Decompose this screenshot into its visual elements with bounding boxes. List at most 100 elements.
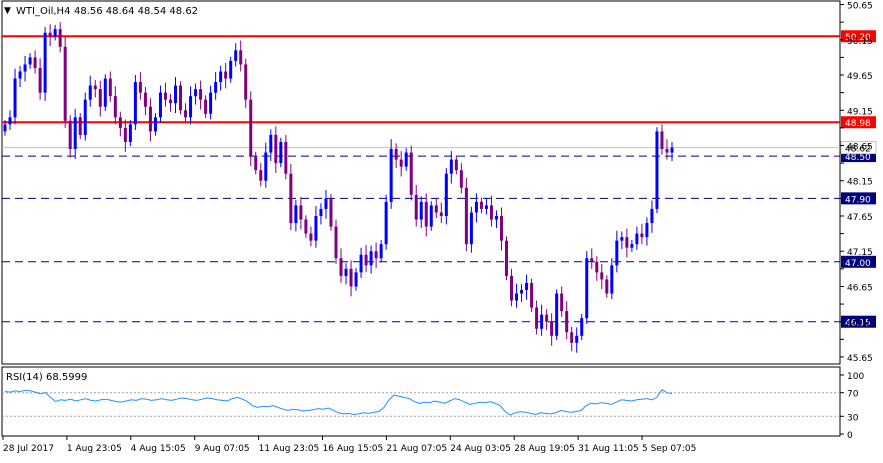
rsi-line	[4, 389, 673, 416]
rsi-panel-frame	[1, 366, 841, 437]
bearish-candle	[489, 205, 493, 220]
bullish-candle	[319, 208, 323, 216]
bullish-candle	[585, 258, 589, 319]
time-axis-label: 31 Aug 11:05	[578, 444, 639, 454]
dropdown-triangle-icon[interactable]: ▼	[4, 6, 11, 16]
rsi-axis-label: 100	[847, 372, 864, 382]
bullish-candle	[354, 272, 358, 287]
bearish-candle	[504, 240, 509, 276]
bearish-candle	[535, 307, 539, 329]
bearish-candle	[545, 314, 549, 322]
bullish-candle	[314, 215, 318, 241]
time-axis-label: 28 Jul 2017	[3, 444, 54, 454]
bearish-candle	[163, 92, 167, 100]
price-axis-label: 46.65	[847, 283, 873, 293]
bullish-candle	[525, 282, 529, 290]
ohlc-readout: 48.56 48.64 48.54 48.62	[74, 6, 198, 17]
rsi-axis-label: 70	[847, 390, 859, 400]
bearish-candle	[434, 205, 438, 213]
bearish-candle	[329, 198, 333, 227]
bearish-candle	[595, 261, 599, 273]
bearish-candle	[179, 85, 183, 111]
rsi-layer: 100 70 30 0	[2, 372, 864, 441]
bearish-candle	[600, 272, 604, 280]
bearish-candle	[349, 268, 353, 287]
time-axis-label: 24 Aug 03:05	[450, 444, 511, 454]
level-price-tag	[841, 116, 876, 129]
bullish-candle	[153, 117, 157, 132]
level-price-tag-label: 47.00	[845, 259, 871, 269]
bullish-candle	[379, 244, 383, 259]
price-axis-label: 47.65	[847, 213, 873, 223]
rsi-axis-label: 30	[847, 413, 859, 423]
bullish-candle	[279, 141, 283, 164]
bearish-candle	[399, 159, 403, 167]
bullish-candle	[13, 78, 17, 118]
bearish-candle	[244, 64, 248, 100]
bearish-candle	[364, 254, 368, 266]
bearish-candle	[550, 321, 554, 336]
time-axis-label: 4 Aug 15:05	[131, 444, 186, 454]
level-price-tag-label: 46.15	[845, 319, 871, 329]
bullish-candle	[234, 50, 238, 61]
level-price-tag-label: 48.98	[845, 119, 871, 129]
time-axis-label: 16 Aug 15:05	[323, 444, 384, 454]
bullish-candle	[189, 96, 193, 118]
bullish-candle	[670, 147, 674, 153]
bearish-candle	[439, 212, 443, 216]
bullish-candle	[219, 71, 223, 83]
rsi-title: RSI(14) 68.5999	[6, 372, 87, 383]
bullish-candle	[133, 82, 137, 125]
bearish-candle	[570, 332, 574, 343]
bullish-candle	[214, 82, 218, 93]
bullish-candle	[469, 212, 473, 245]
bearish-candle	[168, 99, 173, 104]
bearish-candle	[199, 89, 203, 100]
bullish-candle	[103, 78, 107, 107]
level-price-tag	[841, 192, 876, 205]
bullish-candle	[264, 152, 268, 181]
bearish-candle	[33, 57, 37, 68]
bearish-candle	[660, 131, 664, 150]
bearish-candle	[510, 275, 514, 301]
price-axis-label: 47.15	[847, 248, 873, 258]
price-axis-label: 49.65	[847, 72, 873, 82]
bullish-candle	[194, 89, 198, 97]
bearish-candle	[143, 92, 147, 107]
bearish-candle	[560, 293, 564, 312]
bullish-candle	[494, 215, 498, 220]
bearish-candle	[239, 50, 243, 65]
bullish-candle	[575, 335, 579, 343]
time-axis-label: 28 Aug 19:05	[514, 444, 575, 454]
level-price-tag-label: 50.20	[845, 33, 871, 43]
bullish-candle	[630, 244, 634, 248]
bearish-candle	[479, 201, 483, 209]
price-axis-label: 45.65	[847, 354, 873, 364]
bullish-candle	[449, 159, 453, 174]
bearish-candle	[565, 311, 569, 333]
rsi-axis-label: 0	[847, 431, 853, 441]
bullish-candle	[429, 205, 433, 227]
bearish-candle	[304, 219, 308, 234]
price-axis-label: 50.15	[847, 37, 873, 47]
bearish-candle	[640, 233, 644, 238]
bearish-candle	[339, 258, 343, 276]
bullish-candle	[158, 92, 162, 118]
bullish-candle	[73, 117, 77, 150]
price-panel-frame	[1, 0, 841, 365]
bullish-candle	[474, 201, 478, 213]
bullish-candle	[389, 149, 393, 202]
price-axis-label: 46.15	[847, 319, 873, 329]
bearish-candle	[78, 117, 82, 135]
bearish-candle	[454, 159, 458, 171]
bullish-candle	[359, 254, 363, 273]
bullish-candle	[520, 289, 524, 294]
level-price-tag-label: 47.90	[845, 195, 871, 205]
bullish-candle	[229, 60, 233, 79]
bullish-candle	[384, 201, 388, 245]
bullish-candle	[174, 85, 178, 104]
price-axis-label: 49.15	[847, 107, 873, 117]
bullish-candle	[88, 85, 92, 100]
candles-layer	[3, 22, 674, 353]
time-axis-label: 5 Sep 07:05	[642, 444, 696, 454]
